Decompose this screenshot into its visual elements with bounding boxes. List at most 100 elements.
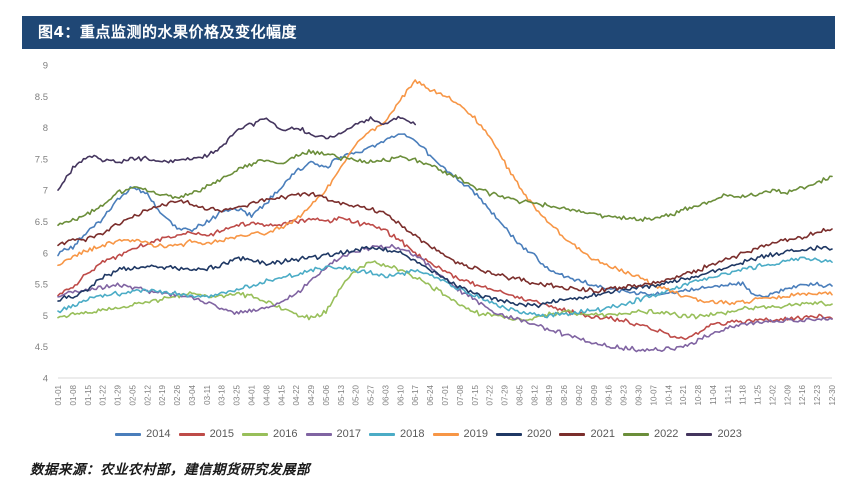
- x-axis-tick-label: 11-04: [709, 384, 718, 404]
- x-axis-tick-label: 04-08: [262, 384, 271, 405]
- legend-item-2019[interactable]: 2019: [432, 428, 488, 440]
- legend-item-2015[interactable]: 2015: [178, 428, 235, 440]
- x-axis-tick-label: 07-01: [441, 384, 450, 405]
- legend-swatch-icon: [115, 432, 142, 436]
- x-axis-tick-label: 12-23: [813, 384, 822, 405]
- x-axis-tick-label: 09-02: [575, 384, 584, 405]
- x-axis-tick-label: 06-10: [396, 384, 405, 405]
- x-axis-tick-label: 12-16: [798, 384, 807, 405]
- y-axis-tick-label: 8.5: [35, 92, 48, 103]
- y-axis-tick-label: 7.5: [35, 154, 48, 165]
- legend-label: 2023: [717, 428, 742, 440]
- figure-title-bar: 图4：重点监测的水果价格及变化幅度: [22, 16, 835, 47]
- legend-label: 2016: [273, 428, 298, 440]
- series-line-2023: [57, 115, 417, 191]
- x-axis-tick-label: 09-30: [635, 384, 644, 405]
- x-axis-tick-label: 03-04: [188, 384, 197, 405]
- x-axis-tick-label: 05-27: [367, 384, 376, 405]
- legend-label: 2018: [400, 428, 425, 440]
- legend-swatch-icon: [178, 432, 205, 436]
- x-axis-tick-label: 09-09: [590, 384, 599, 405]
- x-axis-tick-label: 12-30: [828, 384, 837, 405]
- x-axis-tick-label: 05-13: [337, 384, 346, 405]
- legend-item-2014[interactable]: 2014: [115, 428, 171, 440]
- legend-item-2018[interactable]: 2018: [369, 428, 425, 440]
- x-axis-tick-label: 10-14: [664, 384, 673, 405]
- x-axis-tick-label: 06-17: [411, 384, 420, 405]
- y-axis-tick-label: 5: [43, 311, 48, 322]
- legend-item-2016[interactable]: 2016: [242, 428, 298, 440]
- x-axis-tick-label: 01-22: [99, 384, 108, 405]
- legend-swatch-icon: [432, 432, 459, 436]
- x-axis-tick-label: 11-18: [739, 384, 748, 404]
- x-axis-tick-label: 06-03: [381, 384, 390, 405]
- x-axis-tick-label: 01-29: [114, 384, 123, 405]
- legend-item-2020[interactable]: 2020: [495, 428, 552, 440]
- legend-item-2021[interactable]: 2021: [559, 428, 615, 440]
- x-axis-tick-label: 01-01: [54, 384, 63, 405]
- x-axis-tick-label: 07-08: [456, 384, 465, 405]
- x-axis-tick-label: 02-05: [128, 384, 137, 405]
- x-axis-tick-label: 03-11: [203, 384, 212, 404]
- x-axis-tick-label: 12-02: [768, 384, 777, 405]
- x-axis-tick-label: 04-29: [307, 384, 316, 405]
- legend-swatch-icon: [622, 432, 649, 436]
- x-axis-tick-label: 06-24: [426, 384, 435, 405]
- legend-label: 2020: [526, 428, 552, 440]
- chart-area: 4 4.5 5 5.5 6 6.5 7 7.5 8 8.5 9 01-01 01-08 01-15 01-2…: [0, 50, 857, 435]
- series-line-2015: [57, 216, 833, 341]
- x-axis-tick-label: 11-11: [724, 384, 733, 404]
- x-axis-tick-label: 01-08: [69, 384, 78, 405]
- x-axis-tick-label: 08-19: [545, 384, 554, 405]
- x-axis-tick-label: 07-29: [501, 384, 510, 405]
- x-axis-tick-label: 04-15: [277, 384, 286, 405]
- legend-swatch-icon: [305, 432, 332, 436]
- series-line-2018: [57, 256, 833, 319]
- legend-swatch-icon: [495, 432, 522, 436]
- y-axis-tick-label: 8: [43, 123, 48, 134]
- series-line-2022: [57, 149, 833, 227]
- legend-label: 2021: [590, 428, 615, 440]
- x-axis-tick-label: 07-22: [486, 384, 495, 405]
- series-line-2016: [57, 260, 833, 322]
- legend-label: 2022: [653, 428, 679, 440]
- line-chart: 4 4.5 5 5.5 6 6.5 7 7.5 8 8.5 9 01-01 01-08 01-15 01-2…: [35, 61, 837, 406]
- legend-item-2023[interactable]: 2023: [686, 428, 742, 440]
- x-axis-tick-label: 05-06: [322, 384, 331, 405]
- x-axis-tick-label: 05-20: [352, 384, 361, 405]
- x-axis-tick-label: 12-09: [783, 384, 792, 405]
- page-title: 图4：重点监测的水果价格及变化幅度: [38, 23, 297, 41]
- y-axis-tick-label: 6.5: [35, 217, 48, 228]
- series-line-2020: [57, 245, 833, 309]
- y-axis-tick-label: 6: [43, 248, 48, 259]
- series-line-2017: [57, 243, 833, 353]
- legend-swatch-icon: [369, 432, 396, 436]
- x-axis-tick-label: 08-26: [560, 384, 569, 405]
- x-axis-tick-label: 09-16: [605, 384, 614, 405]
- legend-label: 2017: [336, 428, 362, 440]
- chart-legend: 2014 2015 2016 2017 2018 2019 2020 2021 2022 2023: [0, 424, 857, 444]
- series-line-2014: [57, 133, 833, 298]
- x-axis-tick-label: 01-15: [84, 384, 93, 405]
- x-axis-tick-label: 04-01: [248, 384, 257, 405]
- x-axis-tick-label: 10-21: [679, 384, 688, 405]
- legend-label: 2015: [209, 428, 235, 440]
- source-note: 数据来源：农业农村部，建信期货研究发展部: [30, 462, 310, 478]
- x-axis-tick-label: 10-07: [649, 384, 658, 405]
- x-axis-tick-label: 07-15: [471, 384, 480, 405]
- x-axis-tick-label: 10-28: [694, 384, 703, 405]
- legend-swatch-icon: [242, 432, 269, 436]
- y-axis-tick-label: 9: [43, 61, 48, 72]
- x-axis-tick-label: 08-05: [515, 384, 524, 405]
- x-axis-tick-label: 02-26: [173, 384, 182, 405]
- x-axis-tick-label: 11-25: [754, 384, 763, 404]
- legend-item-2022[interactable]: 2022: [622, 428, 679, 440]
- legend-item-2017[interactable]: 2017: [305, 428, 362, 440]
- series-line-2021: [57, 191, 833, 294]
- x-axis-tick-label: 04-22: [292, 384, 301, 405]
- x-axis-tick-label: 02-12: [143, 384, 152, 405]
- x-axis-tick-label: 03-25: [233, 384, 242, 405]
- legend-label: 2019: [463, 428, 488, 440]
- x-axis-tick-label: 09-23: [620, 384, 629, 405]
